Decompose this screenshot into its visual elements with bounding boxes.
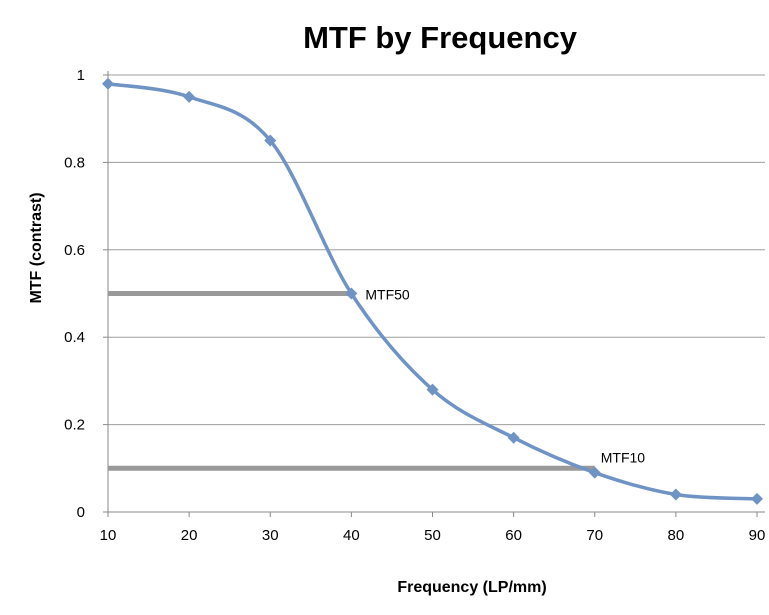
x-tick-label: 30 [262,527,279,544]
data-point-80 [669,488,682,501]
grid-layer [108,74,765,426]
x-axis-title: Frequency (LP/mm) [397,579,546,596]
y-tick-label: 0 [77,504,85,521]
x-tick-label: 10 [100,527,117,544]
annotation-mtf50: MTF50 [365,287,410,303]
y-axis-title: MTF (contrast) [28,192,45,303]
y-tick-label: 0.8 [64,154,85,171]
x-tick-label: 90 [749,527,766,544]
data-point-40 [345,287,358,300]
y-tick-label: 0.4 [64,329,85,346]
y-tick-label: 0.6 [64,242,85,259]
annotation-mtf10: MTF10 [601,449,646,465]
data-point-60 [507,431,520,444]
marker-layer [102,77,763,505]
series-layer [106,81,759,501]
y-tick-label: 1 [77,67,85,84]
data-point-70 [588,466,601,479]
x-tick-label: 70 [586,527,603,544]
x-tick-label: 50 [424,527,441,544]
y-tick-label: 0.2 [64,417,85,434]
data-point-90 [751,492,763,505]
data-point-50 [426,383,439,396]
chart-title: MTF by Frequency [303,20,578,55]
reference-lines [108,291,595,471]
data-point-10 [102,77,114,90]
x-tick-label: 80 [668,527,685,544]
data-point-20 [183,90,196,103]
data-point-30 [264,134,277,147]
label-layer: 0 0.2 0.4 0.6 0.8 1 10 20 30 40 50 60 70 80 90 MTF50 MTF… [64,67,765,544]
x-tick-label: 20 [181,527,198,544]
series-line [106,81,759,501]
x-tick-label: 40 [343,527,360,544]
x-tick-label: 60 [505,527,522,544]
